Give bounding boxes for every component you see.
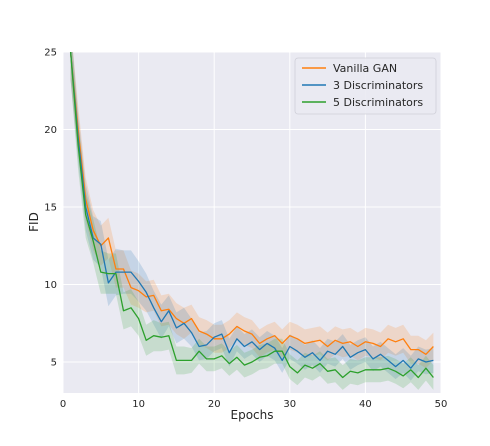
legend-label: Vanilla GAN xyxy=(333,62,397,75)
y-tick-label: 10 xyxy=(44,280,57,291)
series-lines xyxy=(69,52,434,379)
x-tick-label: 50 xyxy=(435,399,448,410)
x-tick-label: 10 xyxy=(132,399,145,410)
legend-label: 3 Discriminators xyxy=(333,79,423,92)
axis-ticks: 0 10 20 30 40 50 5 10 15 20 25 xyxy=(44,48,447,411)
x-tick-label: 20 xyxy=(208,399,221,410)
x-tick-label: 0 xyxy=(60,399,66,410)
x-axis-label: Epochs xyxy=(231,408,274,422)
y-axis-label: FID xyxy=(27,212,41,232)
confidence-bands xyxy=(70,52,434,390)
legend-label: 5 Discriminators xyxy=(333,96,423,109)
y-tick-label: 5 xyxy=(51,358,57,369)
y-tick-label: 25 xyxy=(44,48,57,59)
x-tick-label: 40 xyxy=(359,399,372,410)
series-line-3 xyxy=(69,52,434,379)
grid-lines xyxy=(62,51,442,393)
series-line-2 xyxy=(69,52,434,369)
y-tick-label: 15 xyxy=(44,203,57,214)
legend-box xyxy=(294,57,437,115)
x-tick-label: 30 xyxy=(283,399,296,410)
confidence-band-series-1 xyxy=(70,52,434,369)
y-tick-label: 20 xyxy=(44,125,57,136)
series-line-1 xyxy=(69,52,434,355)
legend: Vanilla GAN 3 Discriminators 5 Discriminat… xyxy=(294,57,437,115)
